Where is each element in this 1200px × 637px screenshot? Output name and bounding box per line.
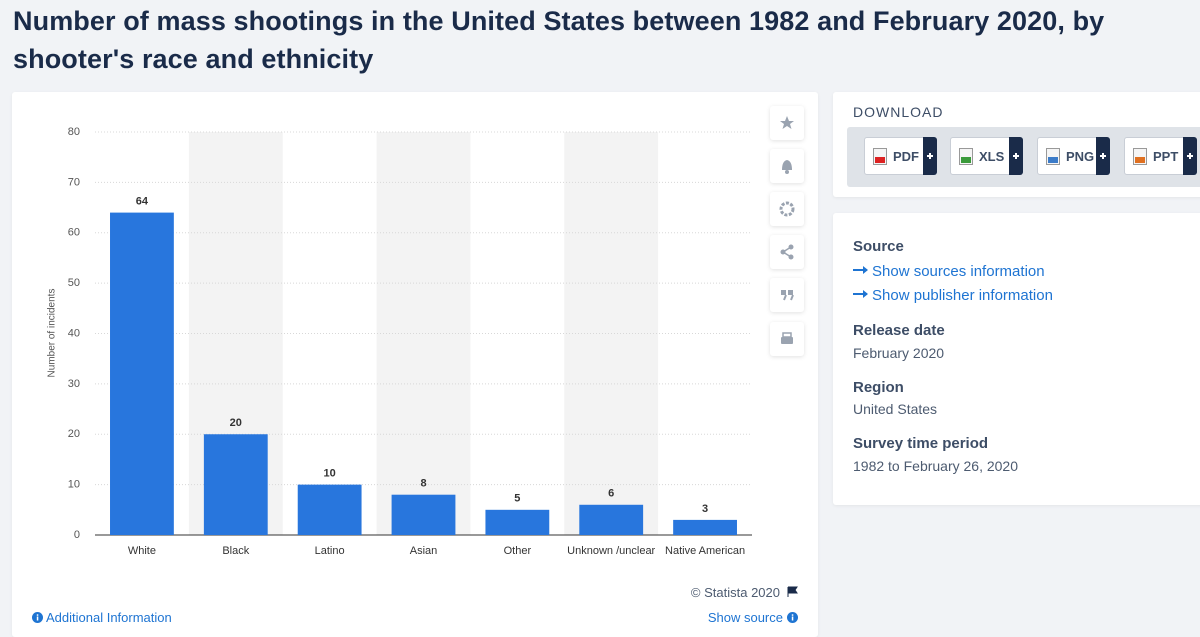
file-icon xyxy=(1046,148,1060,165)
bar xyxy=(297,484,362,535)
additional-info-link[interactable]: Additional Information xyxy=(32,610,172,625)
y-axis-title: Number of incidents xyxy=(47,289,58,378)
x-tick-label: Latino xyxy=(315,545,345,557)
bar xyxy=(110,212,174,535)
favorite-button[interactable] xyxy=(770,106,804,140)
download-strip: PDF XLS PNG PPT xyxy=(847,127,1200,187)
print-button[interactable] xyxy=(770,322,804,356)
plus[interactable] xyxy=(1096,137,1110,175)
share-button[interactable] xyxy=(770,235,804,269)
bar xyxy=(579,504,644,535)
bar xyxy=(485,509,550,535)
value-label: 20 xyxy=(230,417,242,429)
bar xyxy=(673,519,737,535)
show-source-text: Show source xyxy=(707,610,783,625)
file-icon xyxy=(959,148,973,165)
y-tick-label: 0 xyxy=(74,529,80,541)
y-tick-label: 60 xyxy=(68,227,80,239)
y-tick-label: 20 xyxy=(68,428,80,440)
value-label: 5 xyxy=(514,493,520,505)
download-button[interactable]: PNG xyxy=(1037,137,1110,175)
value-label: 10 xyxy=(324,468,336,480)
settings-button[interactable] xyxy=(770,192,804,226)
bar xyxy=(203,434,268,535)
details-card: Source Show sources information Show pub… xyxy=(833,213,1200,505)
x-tick-label: White xyxy=(128,545,156,557)
file-icon xyxy=(1133,148,1147,165)
download-button[interactable]: XLS xyxy=(950,137,1023,175)
download-label: PDF xyxy=(893,149,919,164)
download-button[interactable]: PDF xyxy=(864,137,937,175)
page-title: Number of mass shootings in the United S… xyxy=(13,6,1105,74)
publisher-link-text: Show publisher information xyxy=(872,287,1053,304)
x-tick-label: Other xyxy=(504,545,532,557)
value-label: 6 xyxy=(608,488,614,500)
copyright: © Statista 2020 xyxy=(690,585,780,600)
additional-info-text: Additional Information xyxy=(46,610,172,625)
detail-value: United States xyxy=(853,401,938,417)
value-label: 3 xyxy=(702,503,708,515)
download-button[interactable]: PPT xyxy=(1124,137,1197,175)
plus[interactable] xyxy=(923,137,937,175)
download-label: PNG xyxy=(1066,149,1095,164)
band-shade xyxy=(376,132,471,535)
file-icon xyxy=(873,148,887,165)
x-tick-label: Native American xyxy=(665,545,745,557)
download-title: DOWNLOAD xyxy=(853,104,944,120)
value-label: 8 xyxy=(420,478,426,490)
source-link-text: Show sources information xyxy=(872,263,1045,280)
y-tick-label: 40 xyxy=(68,327,80,339)
detail-label: Survey time period xyxy=(853,435,989,452)
info-icon xyxy=(787,612,798,623)
y-tick-label: 10 xyxy=(68,479,80,491)
plus[interactable] xyxy=(1009,137,1023,175)
value-label: 64 xyxy=(136,196,149,208)
alert-button[interactable] xyxy=(770,149,804,183)
chart: 0 10 20 30 40 50 60 70 80 Number of incidents Whit… xyxy=(47,126,752,557)
download-card: DOWNLOAD PDF XLS PNG PPT xyxy=(833,92,1200,197)
detail-label: Release date xyxy=(853,322,945,339)
y-tick-label: 50 xyxy=(68,277,80,289)
detail-value: 1982 to February 26, 2020 xyxy=(853,458,1019,474)
download-label: XLS xyxy=(979,149,1005,164)
x-tick-label: Black xyxy=(222,545,249,557)
x-tick-label: Asian xyxy=(410,545,438,557)
detail-value: February 2020 xyxy=(853,345,945,361)
flag-icon xyxy=(787,586,798,597)
source-heading: Source xyxy=(853,238,904,255)
plus[interactable] xyxy=(1183,137,1197,175)
publisher-link[interactable]: Show publisher information xyxy=(853,287,1053,304)
bar xyxy=(391,494,456,535)
y-tick-label: 30 xyxy=(68,378,80,390)
x-tick-label: Unknown /unclear xyxy=(567,545,655,557)
cite-button[interactable] xyxy=(770,278,804,312)
info-icon xyxy=(32,612,43,623)
show-source-link[interactable]: Show source xyxy=(708,610,798,625)
download-label: PPT xyxy=(1153,149,1179,164)
y-tick-label: 80 xyxy=(68,126,80,138)
detail-label: Region xyxy=(853,379,904,396)
y-tick-label: 70 xyxy=(68,176,80,188)
source-link[interactable]: Show sources information xyxy=(853,263,1045,280)
